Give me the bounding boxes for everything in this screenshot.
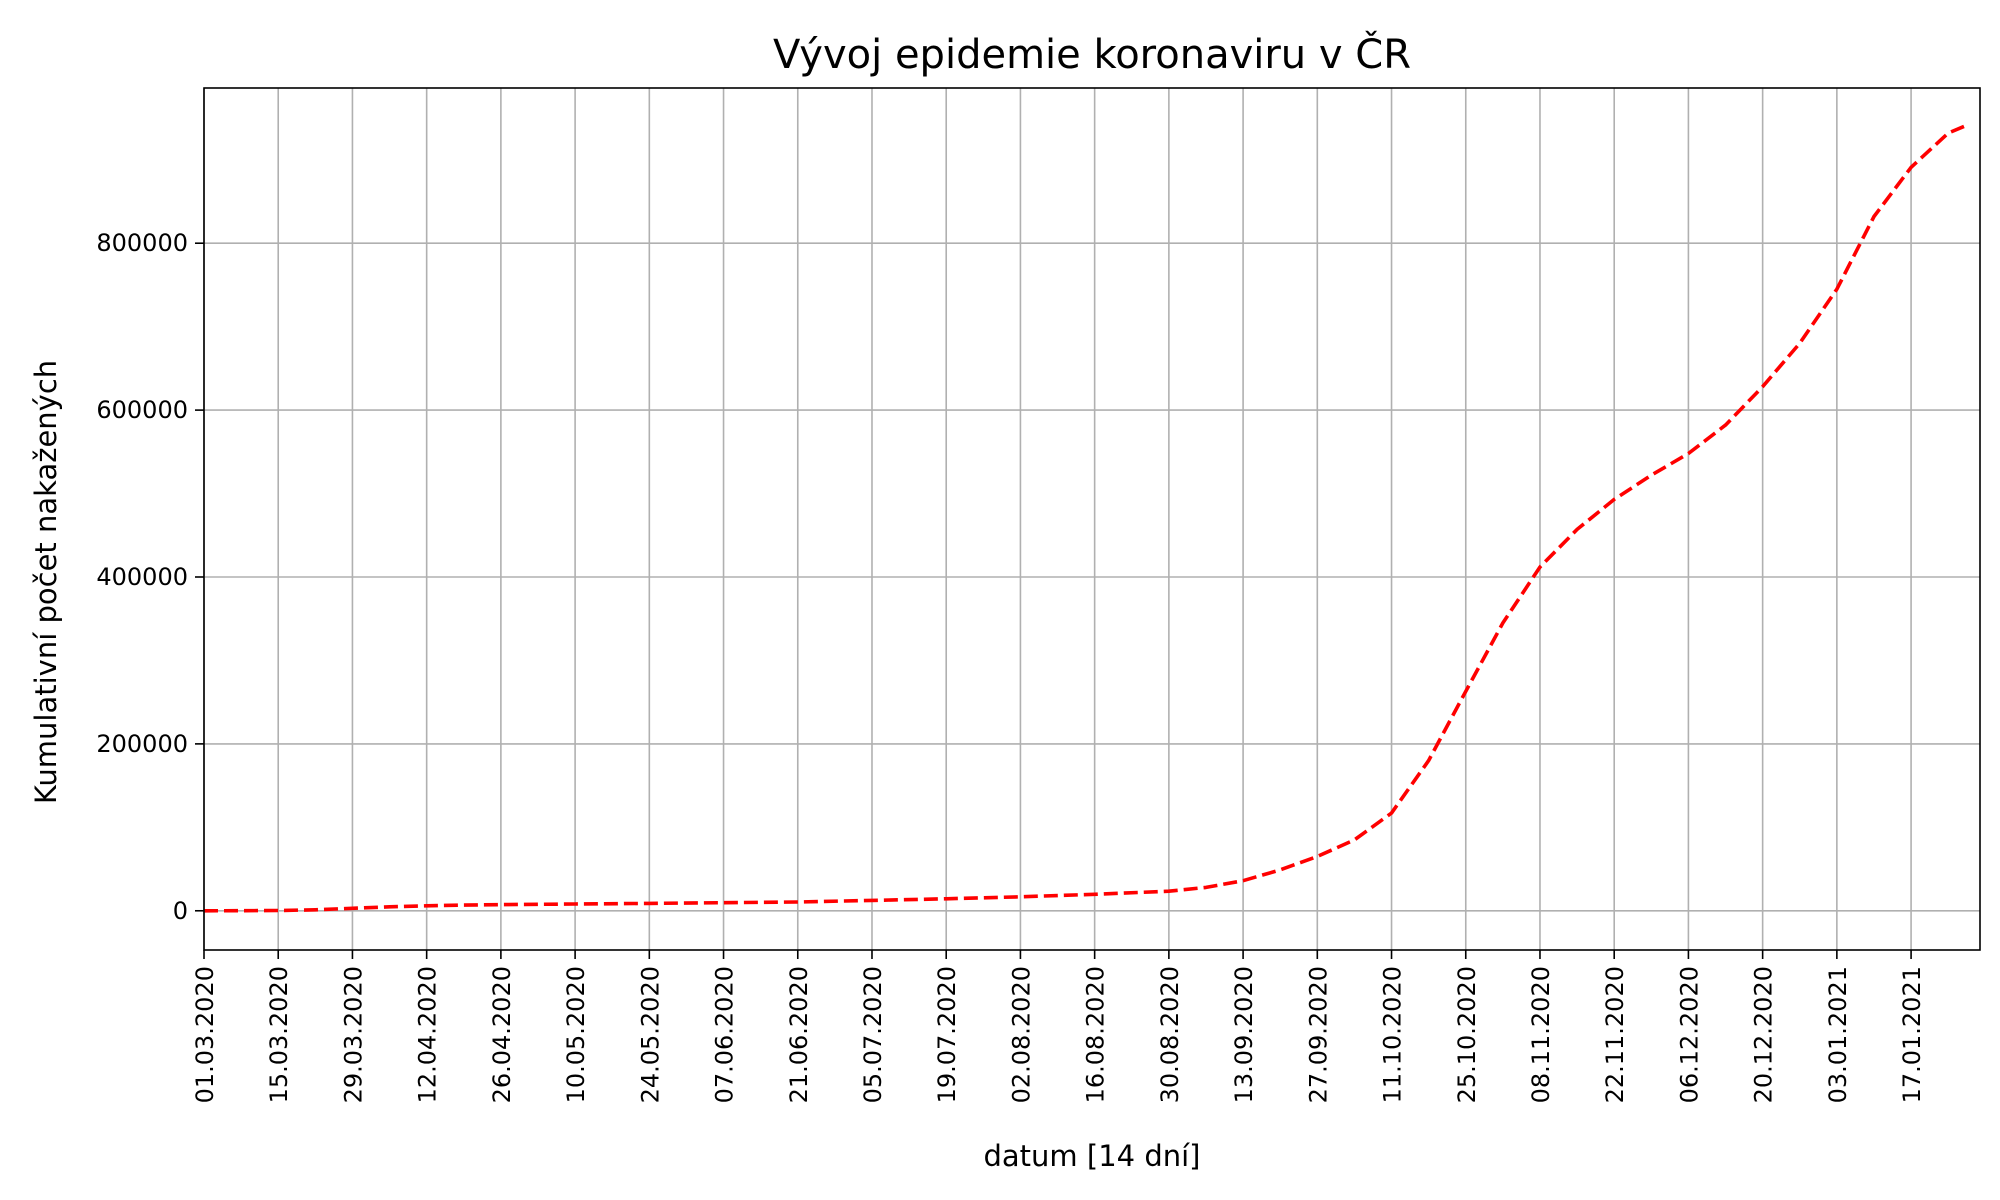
y-tick-label: 200000 (96, 730, 188, 758)
x-tick-label: 19.07.2020 (933, 966, 961, 1103)
y-tick-label: 600000 (96, 396, 188, 424)
x-tick-label: 29.03.2020 (339, 966, 367, 1103)
x-tick-label: 02.08.2020 (1007, 966, 1035, 1103)
x-tick-label: 11.10.2020 (1379, 966, 1407, 1103)
x-tick-label: 13.09.2020 (1230, 966, 1258, 1103)
grid (203, 88, 1980, 950)
chart-title: Vývoj epidemie koronaviru v ČR (773, 30, 1411, 78)
x-tick-label: 08.11.2020 (1527, 966, 1555, 1103)
y-tick-label: 0 (173, 897, 188, 925)
x-tick-label: 06.12.2020 (1675, 966, 1703, 1103)
x-tick-label: 21.06.2020 (785, 966, 813, 1103)
x-tick-label: 17.01.2021 (1898, 966, 1926, 1103)
x-tick-label: 30.08.2020 (1156, 966, 1184, 1103)
y-tick-label: 800000 (96, 229, 188, 257)
axis-ticks: 01.03.2020 15.03.2020 29.03.2020 12.04.2020… (96, 229, 1926, 1103)
x-tick-label: 24.05.2020 (636, 966, 664, 1103)
x-tick-label: 27.09.2020 (1304, 966, 1332, 1103)
x-tick-label: 12.04.2020 (414, 966, 442, 1103)
x-tick-label: 25.10.2020 (1453, 966, 1481, 1103)
y-axis-label: Kumulativní počet nakažených (29, 360, 63, 804)
x-tick-label: 16.08.2020 (1082, 966, 1110, 1103)
series-line (203, 124, 1965, 913)
x-tick-label: 05.07.2020 (859, 966, 887, 1103)
x-tick-label: 01.03.2020 (191, 966, 219, 1103)
x-tick-label: 26.04.2020 (488, 966, 516, 1103)
x-tick-label: 20.12.2020 (1750, 966, 1778, 1103)
x-axis-label: datum [14 dní] (984, 1139, 1201, 1173)
x-tick-label: 15.03.2020 (265, 966, 293, 1103)
x-tick-label: 10.05.2020 (562, 966, 590, 1103)
x-tick-label: 22.11.2020 (1601, 966, 1629, 1103)
plot-frame (203, 87, 1981, 951)
y-tick-label: 400000 (96, 563, 188, 591)
x-tick-label: 07.06.2020 (711, 966, 739, 1103)
x-tick-label: 03.01.2021 (1824, 966, 1852, 1103)
series-layer (203, 124, 1965, 913)
